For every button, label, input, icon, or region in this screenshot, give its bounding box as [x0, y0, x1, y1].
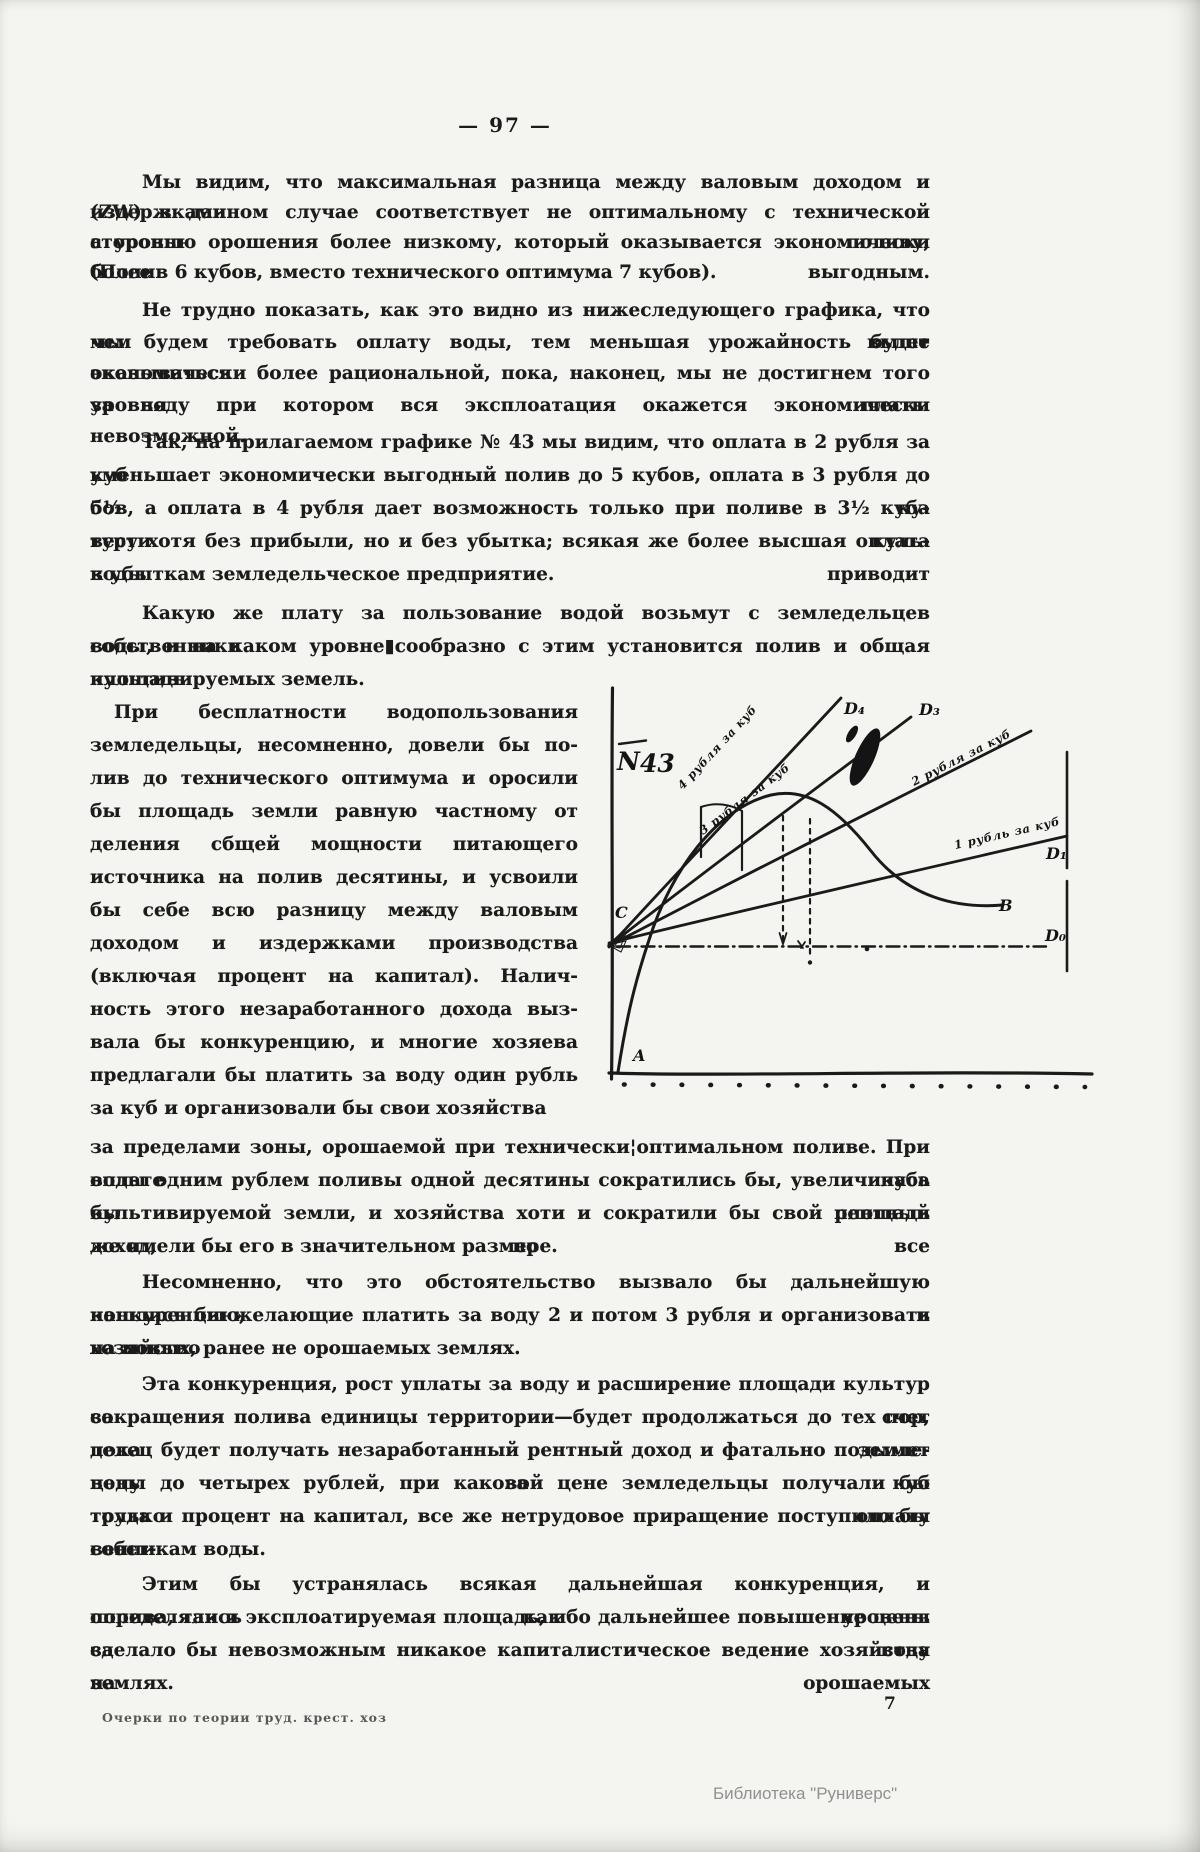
footer-sheet-number: 7: [884, 1694, 896, 1714]
graph-43: N 43: [606, 686, 1094, 1090]
convergence-arrowhead: [608, 930, 624, 947]
cost-rays: [606, 696, 1069, 953]
footer-signature: Очерки по теории труд. крест. хоз: [102, 1710, 387, 1725]
ray-4-rubles: [607, 696, 843, 949]
text-line: (включая процент на капитал). Налич-: [90, 966, 578, 987]
drop-line-dot: [807, 960, 813, 965]
gross-income-curve: [616, 791, 1005, 1074]
text-line: вала бы конкуренцию, и многие хозяева: [90, 1032, 578, 1053]
text-line: делец будет получать незаработанный рент…: [90, 1440, 930, 1494]
text-line: Мы видим, что максимальная разница между…: [90, 172, 930, 223]
text-line: сделало бы невозможным никакое капиталис…: [90, 1640, 930, 1694]
point-label-D3: D₃: [918, 700, 940, 719]
x-axis-tick-dots: [621, 1082, 1088, 1090]
axes: [607, 686, 1094, 1090]
text-line: экономически более рациональной, пока, н…: [90, 363, 930, 416]
text-line: воды, и на каком уровне▮сообразно с этим…: [90, 636, 930, 690]
ray-3-label: 3 рубля за куб: [697, 760, 793, 837]
text-line: Не трудно показать, как это видно из ниж…: [90, 300, 930, 353]
text-line: мы будем требовать оплату воды, тем мень…: [90, 331, 930, 385]
dashdot-tick-mark: [864, 946, 870, 952]
text-line: деления сбщей мощности питающего: [90, 834, 578, 855]
narrow-column-paragraph: При бесплатности водопользования земледе…: [90, 696, 578, 1125]
text-line: к убыткам земледельческое предприятие.: [90, 564, 555, 585]
point-label-A: A: [631, 1046, 645, 1065]
text-line: Несомненно, что это обстоятельство вызва…: [90, 1272, 930, 1326]
text-line: При бесплатности водопользования: [114, 702, 578, 723]
figure-number-prefix: N: [616, 747, 641, 776]
point-label-C: C: [615, 903, 628, 922]
drop-line-top-bar: [700, 803, 743, 812]
text-line: полива, так и эксплоатируемая площадь, и…: [90, 1607, 930, 1661]
paragraph-3: Так, на прилагаемом графике № 43 мы види…: [90, 426, 930, 591]
point-labels: C A B D₄ D₃ D₁ D₀: [615, 699, 1067, 1065]
drop-line-arrowhead: [778, 932, 788, 947]
paragraph-1: Мы видим, что максимальная разница между…: [90, 168, 930, 288]
ray-4-label: 4 рубля за куб: [675, 702, 760, 792]
text-line: Этим бы устранялась всякая дальнейшая ко…: [90, 1574, 930, 1628]
text-line: землях.: [90, 1673, 174, 1694]
paragraph-2: Не трудно показать, как это видно из ниж…: [90, 295, 930, 448]
figure-number-digits: 43: [640, 749, 675, 778]
text-line: туру хотя без прибыли, но и без убытка; …: [90, 531, 930, 585]
text-line: уменьшает экономически выгодный полив до…: [90, 465, 930, 519]
paragraph-4: Какую же плату за пользование водой возь…: [90, 597, 930, 696]
ray-1-ruble: [607, 834, 1069, 945]
ray-labels: 4 рубля за куб 3 рубля за куб 2 рубля за…: [675, 702, 1062, 852]
text-line: на новых, ранее не орошаемых землях.: [90, 1338, 521, 1359]
x-axis: [607, 1071, 1094, 1076]
text-line: а уровню орошения более низкому, который…: [90, 232, 930, 283]
text-line: лив до технического оптимума и оросили: [90, 768, 578, 789]
ray-2-label: 2 рубля за куб: [908, 726, 1013, 789]
paragraph-5-continuation: за пределами зоны, орошаемой при техниче…: [90, 1131, 930, 1263]
text-line: доходом и издержками производства: [90, 933, 578, 954]
point-label-D0: D₀: [1044, 926, 1066, 945]
text-line: (Полив 6 кубов, вместо технического опти…: [90, 262, 717, 283]
y-axis: [609, 686, 615, 1081]
paragraph-7: Эта конкуренция, рост уплаты за воду и р…: [90, 1368, 930, 1566]
text-line: венникам воды.: [90, 1539, 266, 1560]
text-line: бы площадь земли равную частному от: [90, 801, 578, 822]
ink-blot: [845, 725, 881, 786]
text-line: Так, на прилагаемом графике № 43 мы види…: [90, 432, 930, 486]
ray-2-rubles: [607, 729, 1033, 948]
text-line: труда и процент на капитал, все же нетру…: [90, 1506, 930, 1560]
text-line: воды до четырех рублей, при каковой цене…: [90, 1473, 930, 1527]
watermark: Библиотека "Руниверс": [713, 1784, 898, 1803]
paragraph-6: Несомненно, что это обстоятельство вызва…: [90, 1266, 930, 1365]
text-line: же имели бы его в значительном размере.: [90, 1236, 558, 1257]
text-line: нашлись бы желающие платить за воду 2 и …: [90, 1305, 930, 1359]
text-line: источника на полив десятины, и усвоили: [90, 867, 578, 888]
text-line: бов, а оплата в 4 рубля дает возможность…: [90, 498, 930, 552]
figure-number-overline: [617, 739, 648, 746]
text-line: за воду при котором вся эксплоатация ока…: [90, 394, 930, 448]
point-label-D1: D₁: [1045, 844, 1067, 863]
text-line: ность этого незаработанного дохода выз-: [90, 999, 578, 1020]
text-line: Какую же плату за пользование водой возь…: [90, 603, 930, 657]
text-line: культивируемых земель.: [90, 669, 365, 690]
text-line: Эта конкуренция, рост уплаты за воду и р…: [90, 1374, 930, 1428]
text-line: земледельцы, несомненно, довели бы по-: [90, 735, 578, 756]
figure-number: N 43: [616, 739, 675, 778]
page-number: — 97 —: [458, 113, 552, 137]
text-line: предлагали бы платить за воду один рубль: [90, 1065, 578, 1086]
text-line: сокращения полива единицы территории—буд…: [90, 1407, 930, 1461]
point-label-B: B: [998, 896, 1013, 915]
dashdot-tick-mark: [797, 940, 806, 949]
optimum-drop-lines: [699, 803, 870, 965]
text-line: (ZW) в данном случае соответствует не оп…: [90, 202, 930, 253]
text-line: бы себе всю разницу между валовым: [90, 900, 578, 921]
text-line: культивируемой земли, и хозяйства хоти и…: [90, 1203, 930, 1257]
point-label-D4: D₄: [843, 699, 865, 718]
text-line: воды одним рублем поливы одной десятины …: [90, 1170, 930, 1224]
text-line: за куб и организовали бы свои хозяйства: [90, 1098, 547, 1119]
paragraph-8: Этим бы устранялась всякая дальнейшая ко…: [90, 1568, 930, 1700]
text-line: за пределами зоны, орошаемой при техниче…: [90, 1137, 930, 1191]
